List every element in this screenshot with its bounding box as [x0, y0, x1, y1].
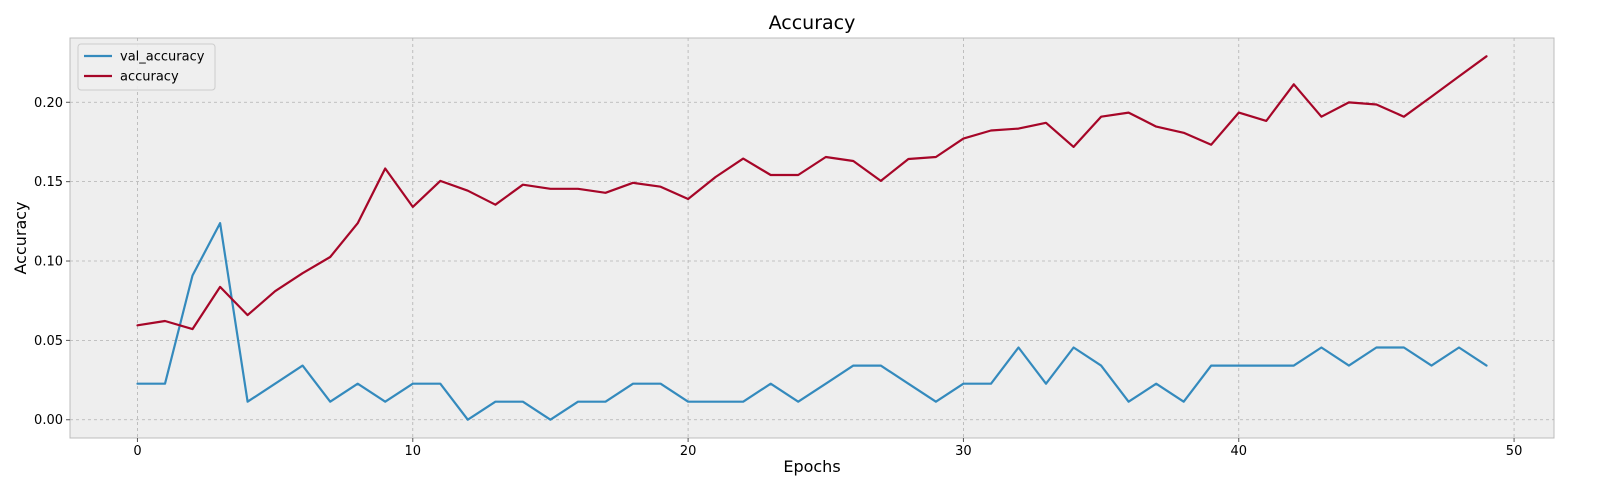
legend: val_accuracy accuracy [77, 43, 216, 91]
x-tick-label: 30 [955, 444, 972, 459]
y-tick-label: 0.05 [34, 334, 63, 349]
legend-label: accuracy [120, 70, 179, 85]
y-tick-label: 0.00 [34, 413, 63, 428]
x-tick-label: 10 [405, 444, 422, 459]
chart-title: Accuracy [769, 12, 856, 34]
y-tick-label: 0.15 [34, 175, 63, 190]
legend-box [77, 43, 216, 91]
series-line-accuracy [136, 55, 1488, 331]
x-axis-ticks: 0 10 20 30 40 50 [133, 438, 1522, 459]
x-tick-label: 20 [680, 444, 697, 459]
series-line-val-accuracy [136, 222, 1488, 421]
x-tick-label: 40 [1230, 444, 1247, 459]
x-axis-label: Epochs [783, 457, 840, 476]
plot-area [69, 37, 1555, 439]
y-tick-label: 0.10 [34, 255, 63, 270]
legend-label: val_accuracy [120, 50, 205, 65]
grid-lines [70, 38, 1554, 438]
x-tick-label: 0 [133, 444, 141, 459]
x-tick-label: 50 [1506, 444, 1523, 459]
y-axis-label: Accuracy [11, 201, 30, 274]
y-axis-ticks: 0.00 0.05 0.10 0.15 0.20 [34, 96, 70, 428]
y-tick-label: 0.20 [34, 96, 63, 111]
series-lines [136, 55, 1488, 421]
